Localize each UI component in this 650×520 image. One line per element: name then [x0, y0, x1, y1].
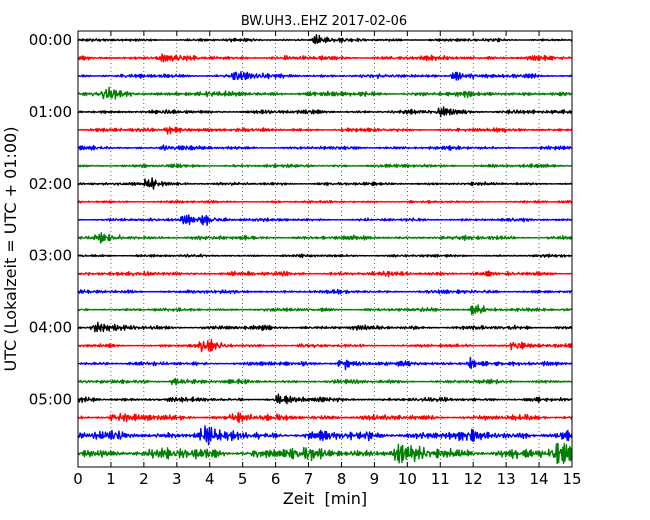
y-tick-label: 03:00 — [29, 247, 72, 265]
x-tick-label: 5 — [238, 470, 248, 488]
trace-line — [77, 177, 573, 190]
x-tick-labels: 0 1 2 3 4 5 6 7 8 9 10 11 12 13 14 15 — [73, 470, 581, 488]
trace-line — [77, 321, 573, 333]
trace-line — [77, 270, 573, 278]
axis-ticks — [77, 31, 573, 467]
x-tick-label: 10 — [398, 470, 417, 488]
plot-frame — [77, 30, 573, 468]
y-tick-labels: 00:00 01:00 02:00 03:00 04:00 05:00 — [29, 31, 72, 409]
x-tick-label: 6 — [271, 470, 281, 488]
x-tick-label: 9 — [370, 470, 380, 488]
x-tick-label: 14 — [530, 470, 549, 488]
trace-line — [77, 106, 573, 118]
x-tick-label: 13 — [497, 470, 516, 488]
minute-gridlines — [110, 31, 540, 467]
trace-line — [77, 53, 573, 63]
y-tick-label: 00:00 — [29, 31, 72, 49]
y-tick-label: 04:00 — [29, 319, 72, 337]
chart-title: BW.UH3..EHZ 2017-02-06 — [241, 14, 407, 29]
x-tick-label: 11 — [431, 470, 450, 488]
x-tick-label: 2 — [139, 470, 149, 488]
x-tick-label: 0 — [73, 470, 83, 488]
trace-line — [77, 126, 573, 135]
trace-line — [77, 304, 573, 316]
trace-line — [77, 377, 573, 386]
y-axis-label: UTC (Lokalzeit = UTC + 01:00) — [1, 127, 20, 372]
x-axis-label: Zeit [min] — [283, 489, 367, 508]
x-tick-label: 15 — [562, 470, 581, 488]
trace-line — [77, 288, 573, 295]
trace-line — [77, 214, 573, 226]
trace-line — [77, 442, 573, 465]
seismic-traces — [77, 34, 573, 465]
y-tick-label: 05:00 — [29, 391, 72, 409]
trace-line — [77, 232, 573, 244]
x-tick-label: 8 — [337, 470, 347, 488]
trace-line — [77, 356, 573, 371]
trace-line — [77, 71, 573, 81]
x-tick-label: 7 — [304, 470, 314, 488]
x-tick-label: 12 — [464, 470, 483, 488]
trace-line — [77, 393, 572, 405]
x-tick-label: 4 — [205, 470, 215, 488]
x-tick-label: 3 — [172, 470, 182, 488]
trace-line — [77, 425, 573, 446]
trace-line — [77, 34, 573, 45]
trace-line — [77, 86, 573, 100]
trace-line — [77, 163, 573, 169]
y-tick-label: 02:00 — [29, 175, 72, 193]
trace-line — [77, 253, 573, 259]
trace-line — [77, 144, 573, 151]
trace-line — [77, 199, 573, 204]
trace-line — [78, 338, 573, 353]
x-tick-label: 1 — [106, 470, 116, 488]
trace-line — [77, 411, 573, 424]
y-tick-label: 01:00 — [29, 103, 72, 121]
